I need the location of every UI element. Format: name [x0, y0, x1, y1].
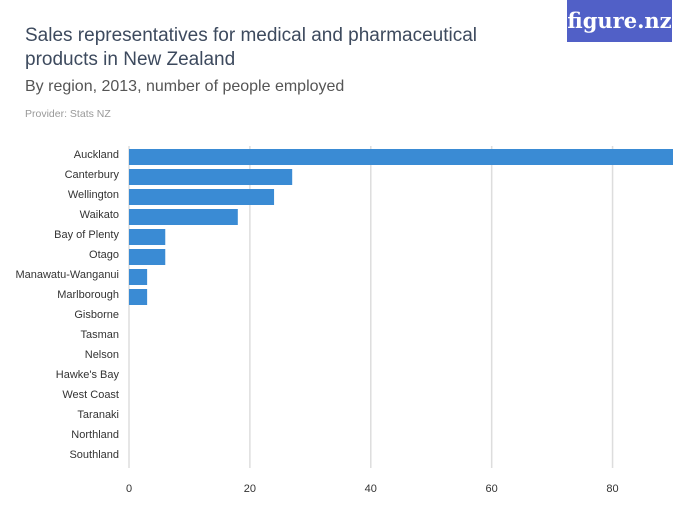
x-tick-label: 20: [244, 483, 256, 495]
bar: [129, 209, 238, 225]
category-label: Marlborough: [57, 289, 119, 301]
category-label: Auckland: [74, 149, 119, 161]
category-label: West Coast: [62, 389, 119, 401]
bar: [129, 149, 673, 165]
x-tick-label: 60: [486, 483, 498, 495]
category-label: Taranaki: [77, 409, 119, 421]
bar: [129, 189, 275, 205]
chart-subtitle: By region, 2013, number of people employ…: [25, 78, 345, 95]
category-label: Northland: [71, 429, 119, 441]
category-label: Bay of Plenty: [54, 229, 119, 241]
provider-label: Provider: Stats NZ: [25, 108, 111, 120]
x-tick-label: 80: [606, 483, 618, 495]
bar: [129, 289, 148, 305]
bar: [129, 269, 148, 285]
x-tick-label: 40: [365, 483, 377, 495]
category-label: Waikato: [80, 209, 119, 221]
category-label: Wellington: [68, 189, 119, 201]
category-label: Canterbury: [65, 169, 120, 181]
category-label: Manawatu-Wanganui: [15, 269, 119, 281]
category-label: Tasman: [80, 329, 119, 341]
bar: [129, 249, 166, 265]
bar: [129, 169, 293, 185]
bar: [129, 229, 166, 245]
category-label: Gisborne: [74, 309, 119, 321]
category-label: Hawke's Bay: [56, 369, 120, 381]
x-tick-label: 0: [126, 483, 132, 495]
category-label: Nelson: [85, 349, 119, 361]
chart-title: Sales representatives for medical and ph…: [25, 25, 478, 70]
category-label: Otago: [89, 249, 119, 261]
category-label: Southland: [69, 449, 119, 461]
figure-nz-logo[interactable]: figure.nz: [567, 0, 672, 42]
